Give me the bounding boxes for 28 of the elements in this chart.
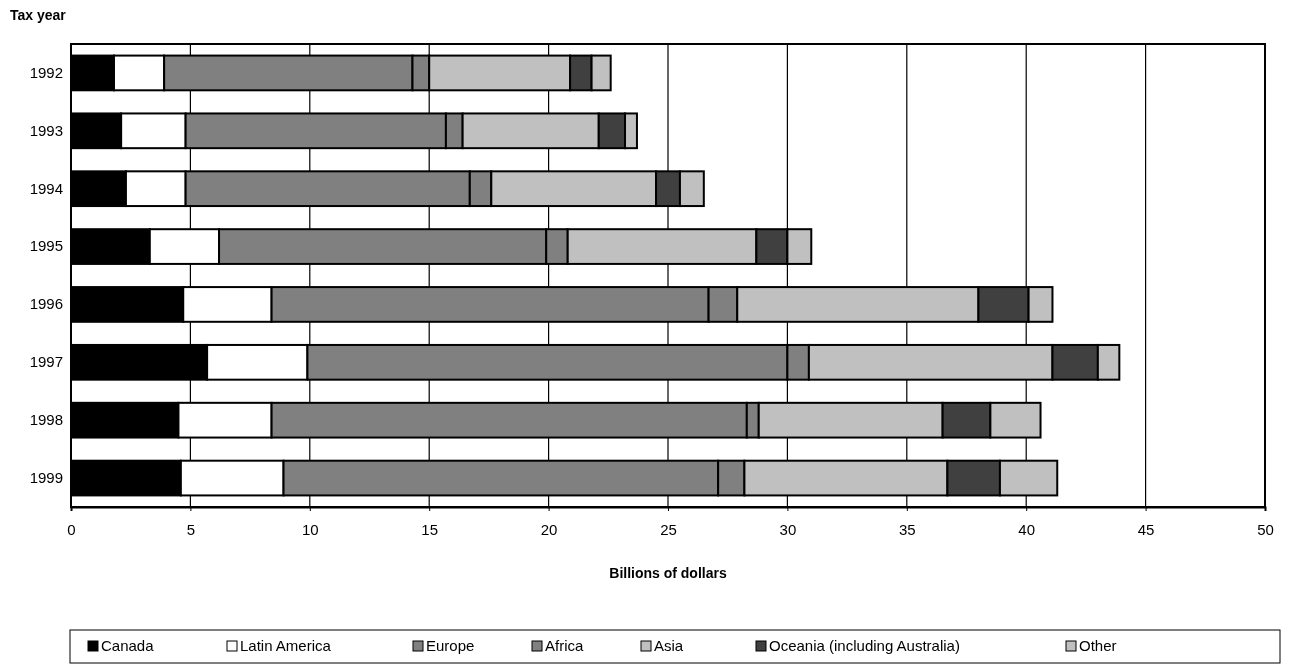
x-tick-label: 10 [301, 521, 319, 538]
x-axis-title: Billions of dollars [609, 565, 727, 581]
x-tick-label: 0 [67, 521, 76, 538]
legend-label: Africa [545, 637, 584, 654]
y-tick-label: 1993 [29, 121, 63, 139]
legend-label: Asia [654, 637, 684, 654]
y-tick-label: 1999 [29, 468, 63, 486]
legend-label: Latin America [240, 637, 332, 654]
x-tick-label: 15 [421, 521, 439, 538]
legend-label: Canada [101, 637, 155, 654]
y-tick-label: 1992 [29, 63, 63, 81]
y-tick-label: 1998 [29, 410, 63, 428]
x-tick-label: 35 [898, 521, 916, 538]
x-tick-label: 25 [660, 521, 677, 538]
x-tick-label: 5 [186, 521, 196, 538]
y-tick-label: 1994 [29, 179, 63, 197]
y-tick-label: 1996 [29, 295, 63, 313]
x-tick-label: 30 [779, 521, 797, 538]
legend-label: Europe [426, 637, 475, 654]
y-tick-label: 1997 [29, 353, 63, 371]
legend-label: Other [1079, 637, 1117, 654]
x-tick-label: 45 [1137, 521, 1155, 538]
y-tick-label: 1995 [29, 237, 63, 255]
x-tick-label: 50 [1257, 521, 1274, 538]
y-axis-title: Tax year [10, 7, 67, 23]
x-tick-label: 40 [1018, 521, 1036, 538]
x-tick-label: 20 [540, 521, 558, 538]
legend-label: Oceania (including Australia) [769, 637, 960, 654]
